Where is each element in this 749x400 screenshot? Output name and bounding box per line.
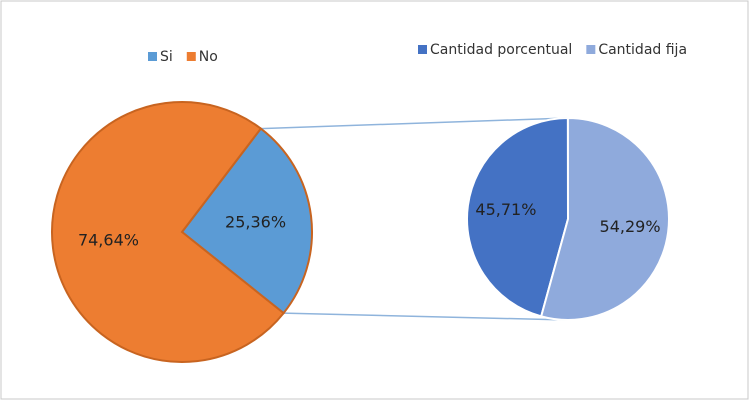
- connector-lines: [260, 117, 569, 321]
- pie-slice: [466, 116, 570, 318]
- data-label: 54,29%: [600, 217, 661, 236]
- legend-swatch: [148, 52, 157, 61]
- pie-slice: [51, 101, 286, 363]
- legend-label: Cantidad fija: [598, 42, 687, 58]
- data-label: 25,36%: [225, 212, 286, 231]
- connector: [260, 117, 569, 130]
- legend-swatch: [418, 45, 427, 54]
- legend-label: Si: [160, 49, 173, 65]
- pie-slice: [180, 127, 313, 315]
- legend-swatch: [586, 45, 596, 54]
- legend-label: Cantidad porcentual: [430, 42, 572, 58]
- legend-label: No: [199, 49, 218, 65]
- pie-slice: [539, 116, 670, 321]
- data-label: 45,71%: [475, 200, 536, 219]
- legend-swatch: [186, 52, 196, 61]
- connector: [283, 312, 569, 321]
- data-label: 74,64%: [78, 231, 139, 250]
